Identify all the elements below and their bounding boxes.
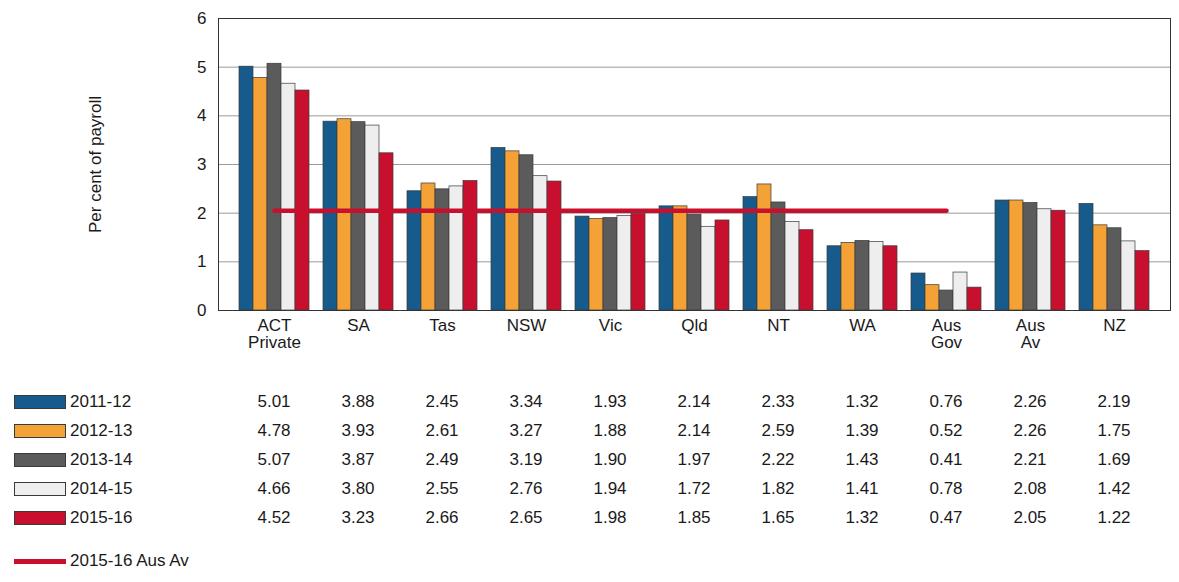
html-text:1.93: 1.93 [593,392,627,411]
html-text:4.52: 4.52 [257,508,291,527]
html-text:2.33: 2.33 [761,392,795,411]
html-text:1.69: 1.69 [1097,450,1131,469]
html-text:1.97: 1.97 [677,450,711,469]
html-text:2.14: 2.14 [677,392,711,411]
html-text:1.65: 1.65 [761,508,795,527]
html-text:2015-16 Aus Av: 2015-16 Aus Av [70,551,189,570]
svg-text:AusGov: AusGov [931,316,963,352]
html-text:1.85: 1.85 [677,508,711,527]
html-text:1.32: 1.32 [845,508,879,527]
svg-text:NT: NT [767,316,790,335]
html-text:2013-14: 2013-14 [70,450,133,469]
svg-text:3: 3 [197,155,206,174]
svg-text:Qld: Qld [681,316,707,335]
html-text:4.66: 4.66 [257,479,291,498]
svg-text:1: 1 [197,252,206,271]
html-text:1.42: 1.42 [1097,479,1131,498]
html-text:2.66: 2.66 [425,508,459,527]
svg-text:Vic: Vic [599,316,623,335]
html-text:3.93: 3.93 [341,421,375,440]
html-text:2.59: 2.59 [761,421,795,440]
html-text:0.78: 0.78 [929,479,963,498]
svg-text:Per cent of payroll: Per cent of payroll [86,96,105,233]
html-text:1.41: 1.41 [845,479,879,498]
html-text:2.76: 2.76 [509,479,543,498]
html-text:2.49: 2.49 [425,450,459,469]
html-text:1.39: 1.39 [845,421,879,440]
html-text:2.19: 2.19 [1097,392,1131,411]
html-text:3.88: 3.88 [341,392,375,411]
html-text:2012-13: 2012-13 [70,421,133,440]
html-text:2.65: 2.65 [509,508,543,527]
html-text:3.23: 3.23 [341,508,375,527]
svg-text:6: 6 [197,9,206,28]
html-text:1.94: 1.94 [593,479,627,498]
svg-text:5: 5 [197,58,206,77]
html-text:0.41: 0.41 [929,450,963,469]
html-text:5.01: 5.01 [257,392,291,411]
html-text:2.08: 2.08 [1013,479,1047,498]
html-text:1.75: 1.75 [1097,421,1131,440]
html-text:2.21: 2.21 [1013,450,1047,469]
html-text:3.87: 3.87 [341,450,375,469]
html-text:2.05: 2.05 [1013,508,1047,527]
html-text:2.55: 2.55 [425,479,459,498]
html-text:0.76: 0.76 [929,392,963,411]
html-text:3.27: 3.27 [509,421,543,440]
svg-text:2: 2 [197,204,206,223]
html-text:2015-16: 2015-16 [70,508,133,527]
html-text:0.52: 0.52 [929,421,963,440]
html-text:1.90: 1.90 [593,450,627,469]
html-text:2014-15: 2014-15 [70,479,133,498]
html-text:1.88: 1.88 [593,421,627,440]
html-text:2.14: 2.14 [677,421,711,440]
svg-text:Tas: Tas [429,316,455,335]
svg-text:SA: SA [347,316,370,335]
html-text:2.26: 2.26 [1013,421,1047,440]
svg-text:AusAv: AusAv [1016,316,1045,352]
html-text:1.82: 1.82 [761,479,795,498]
html-text:2011-12: 2011-12 [70,392,132,411]
svg-text:WA: WA [849,316,876,335]
html-text:0.47: 0.47 [929,508,963,527]
html-text:3.34: 3.34 [509,392,543,411]
html-text:2.26: 2.26 [1013,392,1047,411]
html-text:2.61: 2.61 [425,421,459,440]
svg-text:ACTPrivate: ACTPrivate [248,316,301,352]
html-text:2.45: 2.45 [425,392,459,411]
svg-text:NZ: NZ [1103,316,1126,335]
html-text:3.19: 3.19 [509,450,543,469]
html-text:1.72: 1.72 [677,479,711,498]
html-text:5.07: 5.07 [257,450,291,469]
html-text:4.78: 4.78 [257,421,291,440]
svg-text:4: 4 [197,106,206,125]
html-text:1.22: 1.22 [1097,508,1131,527]
svg-text:NSW: NSW [507,316,547,335]
html-text:3.80: 3.80 [341,479,375,498]
html-text:1.98: 1.98 [593,508,627,527]
html-text:1.32: 1.32 [845,392,879,411]
svg-text:0: 0 [197,301,206,320]
html-text:2.22: 2.22 [761,450,795,469]
html-text:1.43: 1.43 [845,450,879,469]
